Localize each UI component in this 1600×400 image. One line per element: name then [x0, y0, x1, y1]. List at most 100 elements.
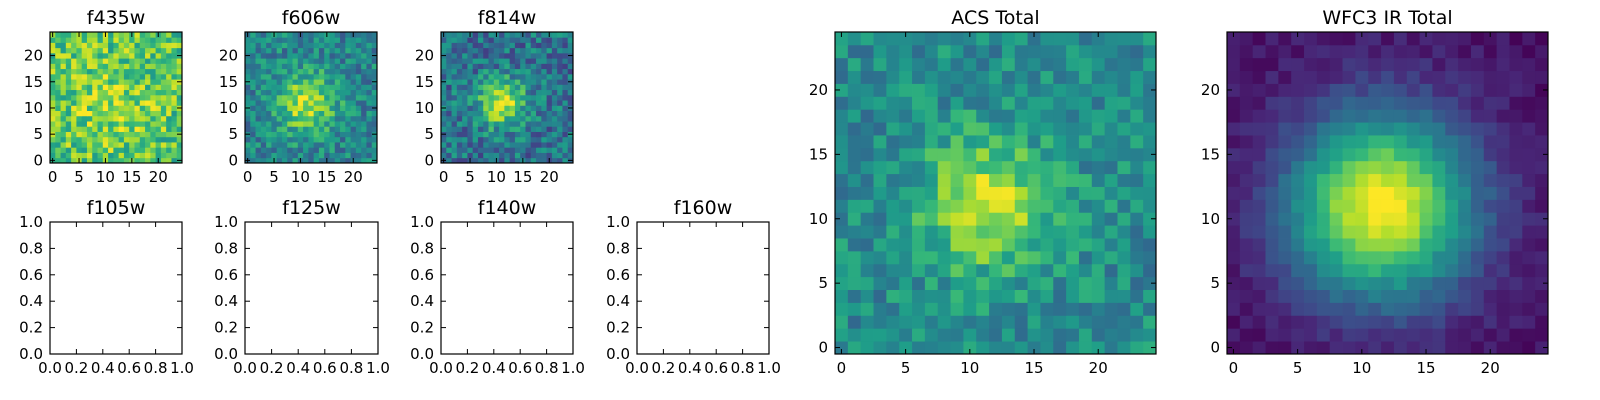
heatmap-cell	[266, 37, 272, 43]
heatmap-cell	[292, 131, 299, 138]
heatmap-cell	[92, 100, 98, 106]
heatmap-cell	[166, 126, 172, 132]
heatmap-cell	[355, 68, 362, 75]
heatmap-cell	[1483, 328, 1498, 342]
heatmap-cell	[155, 79, 162, 85]
heatmap-cell	[1001, 44, 1016, 59]
heatmap-cell	[1419, 289, 1433, 303]
heatmap-cell	[355, 157, 362, 164]
heatmap-cell	[1406, 341, 1420, 355]
heatmap-cell	[483, 42, 489, 49]
heatmap-cell	[1078, 44, 1093, 59]
heatmap-cell	[963, 135, 977, 149]
heatmap-cell	[134, 63, 141, 70]
heatmap-cell	[1381, 186, 1395, 200]
heatmap-cell	[1483, 135, 1498, 149]
heatmap-cell	[441, 94, 447, 101]
heatmap-cell	[899, 122, 913, 136]
heatmap-cell	[520, 105, 526, 111]
heatmap-cell	[329, 126, 336, 132]
heatmap-cell	[1265, 122, 1279, 136]
heatmap-cell	[1316, 96, 1331, 110]
heatmap-cell	[1104, 160, 1118, 175]
heatmap-cell	[847, 32, 862, 46]
heatmap-cell	[1393, 276, 1408, 290]
heatmap-cell	[557, 152, 563, 159]
heatmap-cell	[308, 89, 315, 96]
heatmap-cell	[462, 42, 468, 49]
heatmap-cell	[493, 100, 500, 106]
heatmap-cell	[361, 105, 367, 111]
heatmap-cell	[912, 302, 926, 316]
heatmap-cell	[541, 84, 547, 91]
heatmap-cell	[1432, 238, 1446, 252]
heatmap-cell	[1381, 83, 1395, 97]
heatmap-cell	[1040, 302, 1054, 316]
heatmap-cell	[123, 42, 130, 49]
heatmap-cell	[102, 52, 109, 59]
heatmap-cell	[355, 147, 362, 153]
heatmap-cell	[1066, 328, 1080, 342]
heatmap-cell	[976, 186, 990, 200]
heatmap-cell	[160, 131, 167, 138]
heatmap-cell	[260, 152, 267, 159]
heatmap-cell	[1509, 122, 1523, 136]
heatmap-cell	[297, 147, 304, 153]
heatmap-cell	[1227, 276, 1241, 290]
heatmap-cell	[276, 79, 283, 85]
heatmap-cell	[504, 52, 511, 59]
heatmap-cell	[1535, 328, 1549, 342]
heatmap-cell	[97, 131, 104, 138]
heatmap-cell	[562, 32, 569, 38]
heatmap-cell	[456, 110, 463, 117]
heatmap-cell	[1143, 83, 1157, 97]
heatmap-cell	[541, 79, 547, 85]
heatmap-cell	[1355, 315, 1369, 329]
heatmap-cell	[134, 32, 141, 38]
heatmap-cell	[1393, 238, 1408, 252]
y-tick-label: 5	[818, 274, 828, 292]
heatmap-cell	[1291, 289, 1305, 303]
heatmap-cell	[937, 289, 951, 303]
x-tick-label: 0	[48, 168, 58, 186]
heatmap-cell	[446, 94, 452, 101]
heatmap-cell	[937, 225, 951, 239]
heatmap-cell	[297, 42, 304, 49]
heatmap-cell	[1104, 135, 1118, 149]
heatmap-cell	[1419, 263, 1433, 278]
heatmap-cell	[567, 84, 574, 91]
heatmap-cell	[520, 131, 526, 138]
heatmap-cell	[937, 32, 951, 46]
heatmap-cell	[1483, 225, 1498, 239]
heatmap-cell	[366, 73, 373, 80]
heatmap-cell	[150, 63, 156, 70]
heatmap-cell	[1535, 238, 1549, 252]
heatmap-cell	[1078, 173, 1093, 187]
heatmap-cell	[1001, 32, 1016, 46]
heatmap-cell	[451, 68, 458, 75]
heatmap-cell	[1117, 32, 1131, 46]
heatmap-cell	[924, 160, 939, 175]
heatmap-cell	[873, 302, 887, 316]
heatmap-cell	[371, 42, 378, 49]
heatmap-cell	[86, 100, 93, 106]
heatmap-cell	[541, 94, 547, 101]
heatmap-cell	[937, 44, 951, 59]
heatmap-cell	[1304, 328, 1318, 342]
heatmap-cell	[1509, 276, 1523, 290]
heatmap-cell	[912, 186, 926, 200]
heatmap-cell	[1445, 302, 1459, 316]
heatmap-cell	[514, 142, 521, 148]
heatmap-cell	[1040, 83, 1054, 97]
heatmap-cell	[562, 42, 569, 49]
heatmap-cell	[509, 115, 516, 122]
heatmap-cell	[1130, 302, 1144, 316]
heatmap-cell	[318, 121, 325, 127]
heatmap-cell	[1143, 122, 1157, 136]
heatmap-cell	[567, 68, 574, 75]
heatmap-cell	[1470, 250, 1485, 265]
heatmap-cell	[924, 96, 939, 110]
heatmap-cell	[835, 44, 849, 59]
